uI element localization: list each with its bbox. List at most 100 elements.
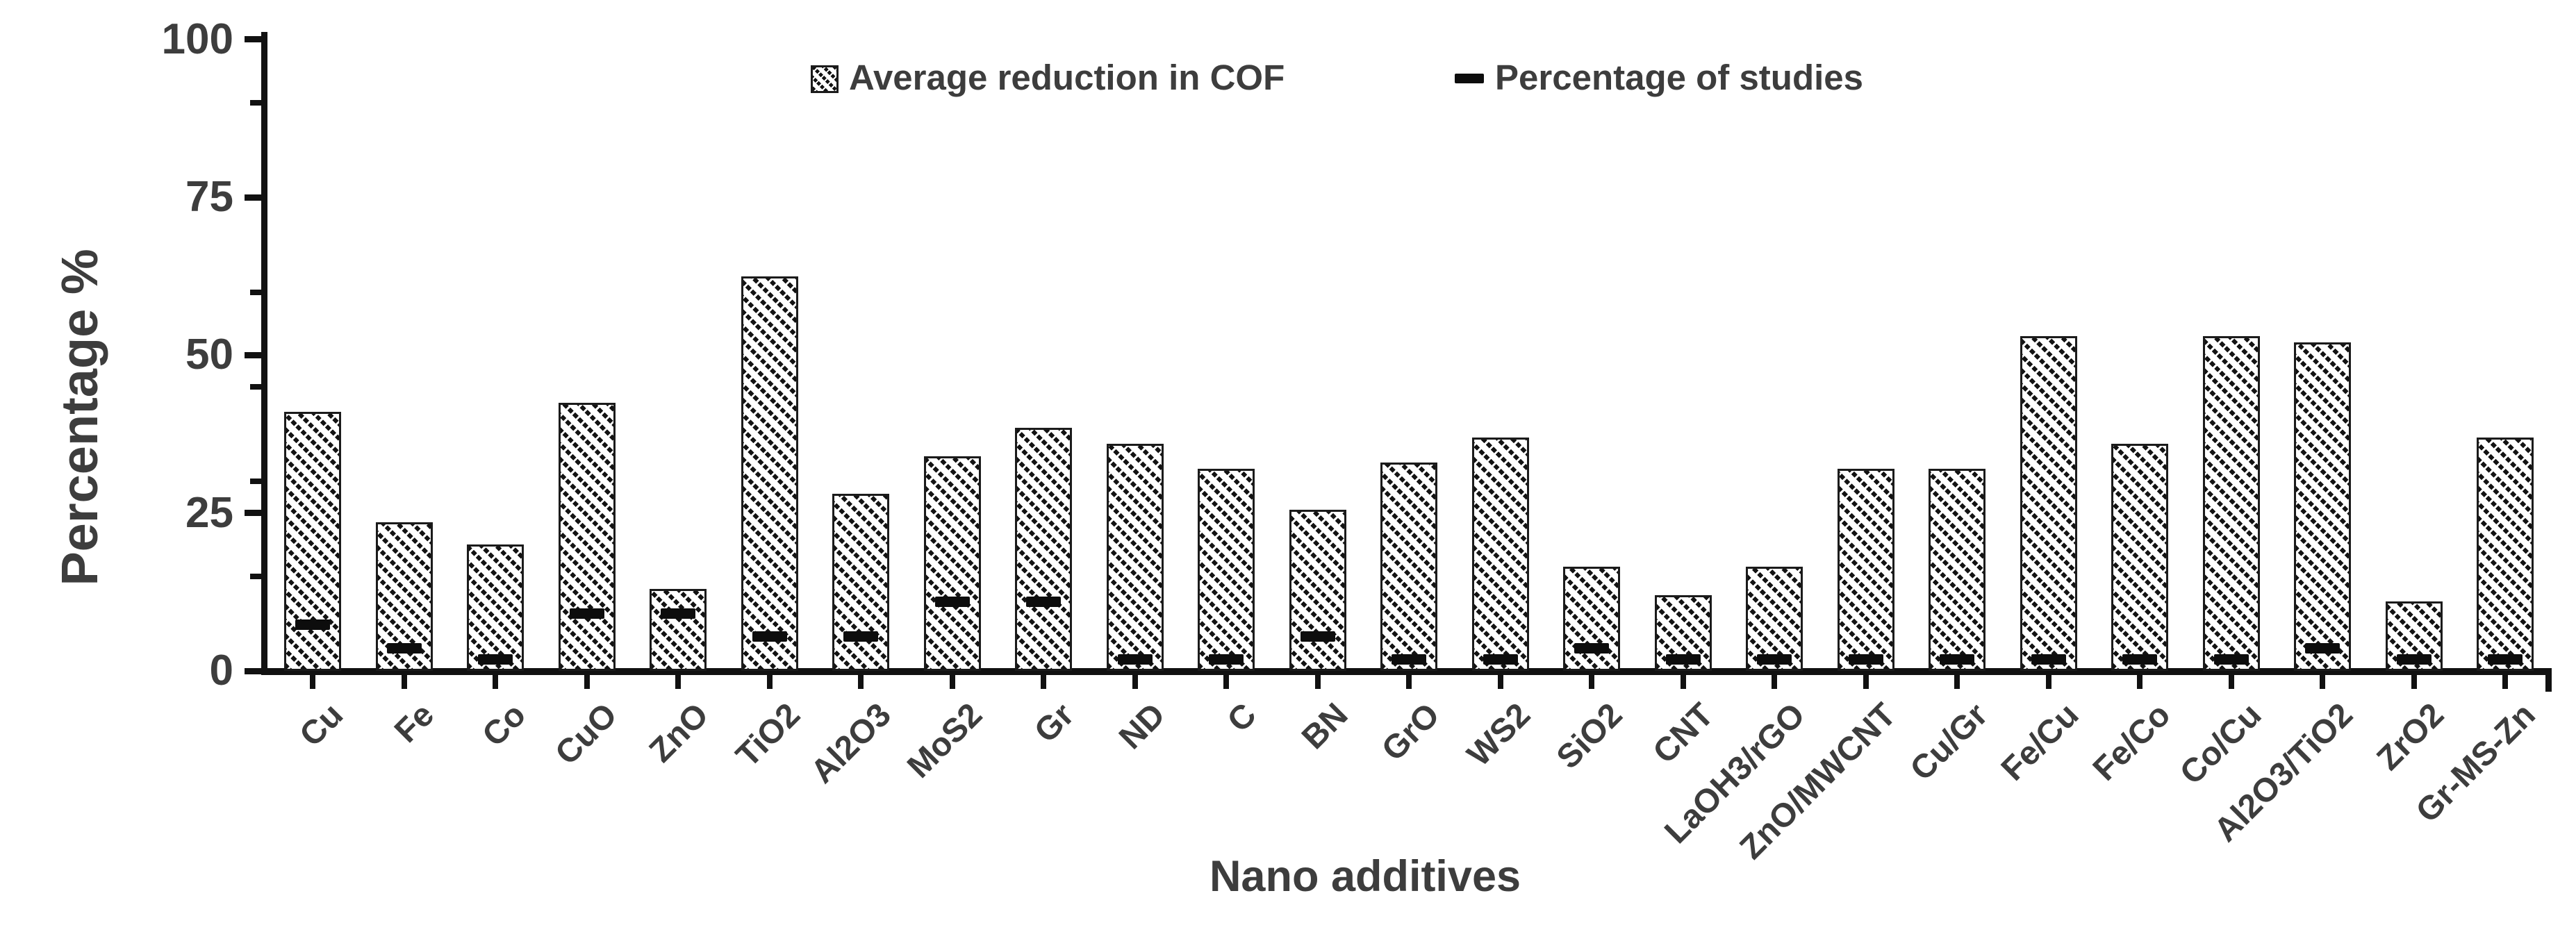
bar-Co/Cu xyxy=(2202,336,2260,671)
x-axis-end-tick xyxy=(2545,668,2552,692)
bar-BN xyxy=(1289,510,1346,671)
x-label-TiO2: TiO2 xyxy=(729,696,807,775)
bar-MoS2 xyxy=(923,456,981,671)
bar-TiO2 xyxy=(741,276,798,671)
x-tick xyxy=(1223,672,1229,689)
bar-CNT xyxy=(1654,594,1712,671)
bar-GrO xyxy=(1380,463,1437,671)
y-major-tick xyxy=(245,667,261,674)
x-label-Cu: Cu xyxy=(292,696,351,754)
x-tick xyxy=(401,672,407,689)
y-minor-tick xyxy=(250,573,261,579)
study-dash-BN xyxy=(1300,631,1335,642)
x-label-SiO2: SiO2 xyxy=(1549,696,1630,776)
bar-Co xyxy=(467,544,524,671)
y-axis-line xyxy=(261,32,267,675)
x-label-BN: BN xyxy=(1295,696,1355,757)
x-tick xyxy=(493,672,498,689)
study-dash-CNT xyxy=(1665,654,1701,665)
y-major-tick xyxy=(245,194,261,201)
bar-Al2O3/TiO2 xyxy=(2294,342,2351,671)
bar-Gr xyxy=(1015,428,1072,671)
x-label-ZnO: ZnO xyxy=(642,696,716,770)
study-dash-Co xyxy=(478,654,513,665)
study-dash-Cu/Gr xyxy=(1940,654,1974,665)
bar-Fe/Cu xyxy=(2020,336,2077,671)
y-minor-tick xyxy=(250,99,261,106)
x-tick xyxy=(2320,672,2325,689)
x-tick xyxy=(1314,672,1321,689)
y-axis-title: Percentage % xyxy=(51,249,108,586)
x-tick xyxy=(949,672,955,689)
x-label-Fe/Co: Fe/Co xyxy=(2086,696,2178,788)
x-tick xyxy=(1041,672,1046,689)
bar-Cu xyxy=(284,412,341,671)
x-label-ZrO2: ZrO2 xyxy=(2370,696,2452,778)
legend-hatch-swatch-icon xyxy=(811,65,839,93)
x-tick xyxy=(1497,672,1503,689)
x-axis-line xyxy=(261,668,2552,675)
study-dash-LaOH3/rGO xyxy=(1757,654,1792,665)
x-label-Fe/Cu: Fe/Cu xyxy=(1994,696,2086,788)
bar-Gr-MS-Zn xyxy=(2477,437,2534,671)
x-label-CNT: CNT xyxy=(1646,696,1721,771)
bar-Cu/Gr xyxy=(1929,469,1985,671)
x-tick xyxy=(1132,672,1138,689)
x-tick xyxy=(1772,672,1777,689)
x-label-MoS2: MoS2 xyxy=(900,696,990,785)
study-dash-C xyxy=(1209,654,1244,665)
study-dash-GrO xyxy=(1392,654,1426,665)
study-dash-Fe xyxy=(386,642,422,654)
x-label-ND: ND xyxy=(1112,696,1173,757)
bar-Fe/Co xyxy=(2111,443,2168,671)
x-label-Cu/Gr: Cu/Gr xyxy=(1903,696,1995,788)
x-tick xyxy=(2411,672,2417,689)
bar-LaOH3/rGO xyxy=(1746,567,1803,671)
y-minor-tick xyxy=(250,289,261,295)
study-dash-Fe/Cu xyxy=(2031,654,2066,665)
study-dash-SiO2 xyxy=(1574,642,1609,654)
x-axis-title: Nano additives xyxy=(1209,852,1521,901)
y-tick-label: 0 xyxy=(209,647,233,694)
x-label-Al2O3: Al2O3 xyxy=(804,696,899,791)
bar-SiO2 xyxy=(1563,567,1620,671)
study-dash-Al2O3 xyxy=(843,631,878,642)
study-dash-ZnO xyxy=(661,608,695,619)
x-tick xyxy=(584,672,590,689)
x-tick xyxy=(1954,672,1960,689)
bar-ND xyxy=(1106,443,1164,671)
x-label-Fe: Fe xyxy=(388,696,442,750)
x-tick xyxy=(2228,672,2234,689)
study-dash-Co/Cu xyxy=(2213,654,2249,665)
y-major-tick xyxy=(245,36,261,43)
bar-C xyxy=(1198,469,1255,671)
y-major-tick xyxy=(245,351,261,358)
legend-label-avg-reduction: Average reduction in COF xyxy=(849,58,1285,97)
study-dash-Al2O3/TiO2 xyxy=(2305,642,2340,654)
study-dash-WS2 xyxy=(1483,654,1518,665)
x-label-Gr: Gr xyxy=(1027,696,1082,750)
y-tick-label: 100 xyxy=(161,15,233,63)
study-dash-TiO2 xyxy=(752,631,787,642)
x-label-WS2: WS2 xyxy=(1460,696,1538,774)
study-dash-ND xyxy=(1117,654,1153,665)
x-tick xyxy=(2502,672,2508,689)
x-tick xyxy=(766,672,773,689)
study-dash-Fe/Co xyxy=(2122,654,2157,665)
bar-WS2 xyxy=(1471,437,1529,671)
bar-CuO xyxy=(558,402,616,671)
y-minor-tick xyxy=(250,479,261,485)
x-tick xyxy=(2045,672,2051,689)
bar-Fe xyxy=(375,522,433,671)
study-dash-ZrO2 xyxy=(2396,654,2431,665)
x-tick xyxy=(1589,672,1594,689)
x-tick xyxy=(310,672,315,689)
x-tick xyxy=(2137,672,2142,689)
y-tick-label: 75 xyxy=(185,173,233,222)
x-tick xyxy=(858,672,864,689)
study-dash-Gr-MS-Zn xyxy=(2488,654,2523,665)
study-dash-Gr xyxy=(1026,597,1061,608)
y-tick-label: 25 xyxy=(185,488,233,537)
study-dash-CuO xyxy=(569,608,604,619)
x-tick xyxy=(1406,672,1412,689)
